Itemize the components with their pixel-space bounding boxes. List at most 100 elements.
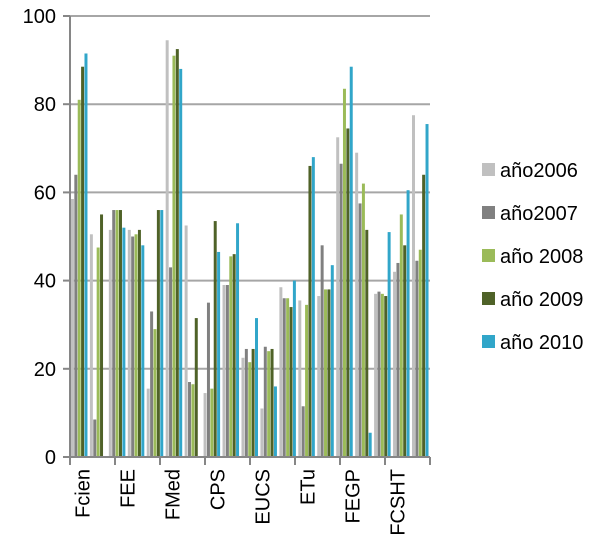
bar bbox=[236, 223, 240, 457]
bar bbox=[248, 362, 252, 457]
bar bbox=[194, 318, 198, 457]
x-tick-labels: Fcien FEE FMed CPS EUCS ETu FEGP FCSHT bbox=[72, 469, 409, 536]
bar bbox=[93, 419, 97, 457]
bar bbox=[279, 287, 283, 457]
bar bbox=[127, 229, 131, 457]
bar bbox=[384, 296, 388, 457]
bar bbox=[229, 256, 233, 457]
bar bbox=[412, 115, 415, 457]
y-tick-labels: 0 20 40 60 80 100 bbox=[23, 6, 56, 469]
bar bbox=[112, 210, 116, 457]
bar bbox=[403, 245, 407, 457]
bar bbox=[311, 157, 315, 457]
bar bbox=[206, 302, 210, 457]
y-tick-label: 20 bbox=[34, 359, 56, 381]
bar bbox=[365, 229, 369, 457]
bar bbox=[225, 285, 229, 457]
x-tick-label: FEGP bbox=[342, 469, 364, 523]
bar bbox=[165, 40, 169, 457]
bar bbox=[387, 232, 391, 457]
legend-swatch bbox=[482, 292, 495, 305]
bar bbox=[150, 311, 154, 457]
bar bbox=[308, 165, 312, 457]
legend-swatch bbox=[482, 206, 495, 219]
bar bbox=[339, 163, 343, 458]
axes bbox=[63, 15, 431, 465]
bar bbox=[282, 298, 286, 457]
bar bbox=[232, 254, 236, 457]
bar bbox=[100, 214, 104, 457]
bar bbox=[222, 285, 226, 457]
bar bbox=[81, 66, 85, 457]
bar bbox=[377, 291, 381, 457]
bar bbox=[418, 249, 422, 457]
legend-label: año 2010 bbox=[500, 332, 583, 354]
bar bbox=[260, 408, 264, 457]
bar bbox=[270, 348, 274, 457]
bar bbox=[134, 234, 138, 457]
bar bbox=[368, 432, 372, 457]
x-tick-label: FEE bbox=[117, 469, 139, 508]
bar bbox=[320, 245, 324, 457]
bar bbox=[74, 174, 78, 457]
legend-label: año 2008 bbox=[500, 246, 583, 268]
x-tick-label: FMed bbox=[162, 469, 184, 520]
x-tick-label: EUCS bbox=[252, 469, 274, 525]
bar bbox=[324, 289, 328, 457]
legend-label: año 2009 bbox=[500, 289, 583, 311]
bar bbox=[169, 267, 173, 457]
bar bbox=[286, 298, 290, 457]
bar bbox=[336, 137, 340, 457]
bar bbox=[172, 55, 176, 457]
bar bbox=[118, 210, 122, 457]
bar bbox=[179, 68, 183, 458]
bar bbox=[70, 199, 74, 457]
bar bbox=[399, 214, 403, 457]
bar bbox=[175, 49, 179, 457]
bar bbox=[84, 53, 88, 458]
x-tick-label: ETu bbox=[297, 469, 319, 505]
bar bbox=[349, 66, 353, 457]
bar bbox=[96, 247, 100, 457]
legend-swatch bbox=[482, 163, 495, 176]
bar bbox=[217, 251, 221, 457]
bars bbox=[70, 40, 429, 458]
bar bbox=[210, 388, 214, 457]
bar bbox=[203, 393, 207, 457]
bar bbox=[267, 351, 271, 457]
bar bbox=[263, 346, 267, 457]
bar bbox=[415, 260, 419, 457]
bar bbox=[213, 221, 217, 457]
bar bbox=[131, 236, 135, 457]
bar bbox=[422, 174, 426, 457]
y-tick-label: 60 bbox=[34, 182, 56, 204]
bar bbox=[137, 229, 141, 457]
bar bbox=[393, 271, 397, 457]
legend-label: año2006 bbox=[500, 160, 578, 182]
bar bbox=[241, 357, 245, 457]
y-tick-label: 40 bbox=[34, 271, 56, 293]
bar bbox=[255, 318, 258, 457]
bar bbox=[301, 406, 305, 457]
bar bbox=[146, 388, 150, 457]
bar bbox=[342, 88, 346, 457]
legend-swatch bbox=[482, 249, 495, 262]
bar bbox=[346, 128, 350, 457]
bar bbox=[355, 152, 359, 457]
legend-label: año2007 bbox=[500, 203, 578, 225]
bar bbox=[289, 307, 293, 457]
bar bbox=[317, 296, 321, 457]
bar bbox=[358, 203, 362, 457]
bar bbox=[191, 384, 195, 457]
bar bbox=[122, 227, 126, 457]
bar bbox=[305, 304, 309, 457]
bar bbox=[327, 289, 331, 457]
bar bbox=[77, 99, 81, 457]
bar bbox=[153, 329, 157, 457]
bar bbox=[115, 210, 119, 457]
bar bbox=[188, 382, 191, 457]
bar bbox=[292, 280, 296, 457]
x-tick-label: Fcien bbox=[72, 469, 94, 518]
bar bbox=[298, 300, 302, 457]
